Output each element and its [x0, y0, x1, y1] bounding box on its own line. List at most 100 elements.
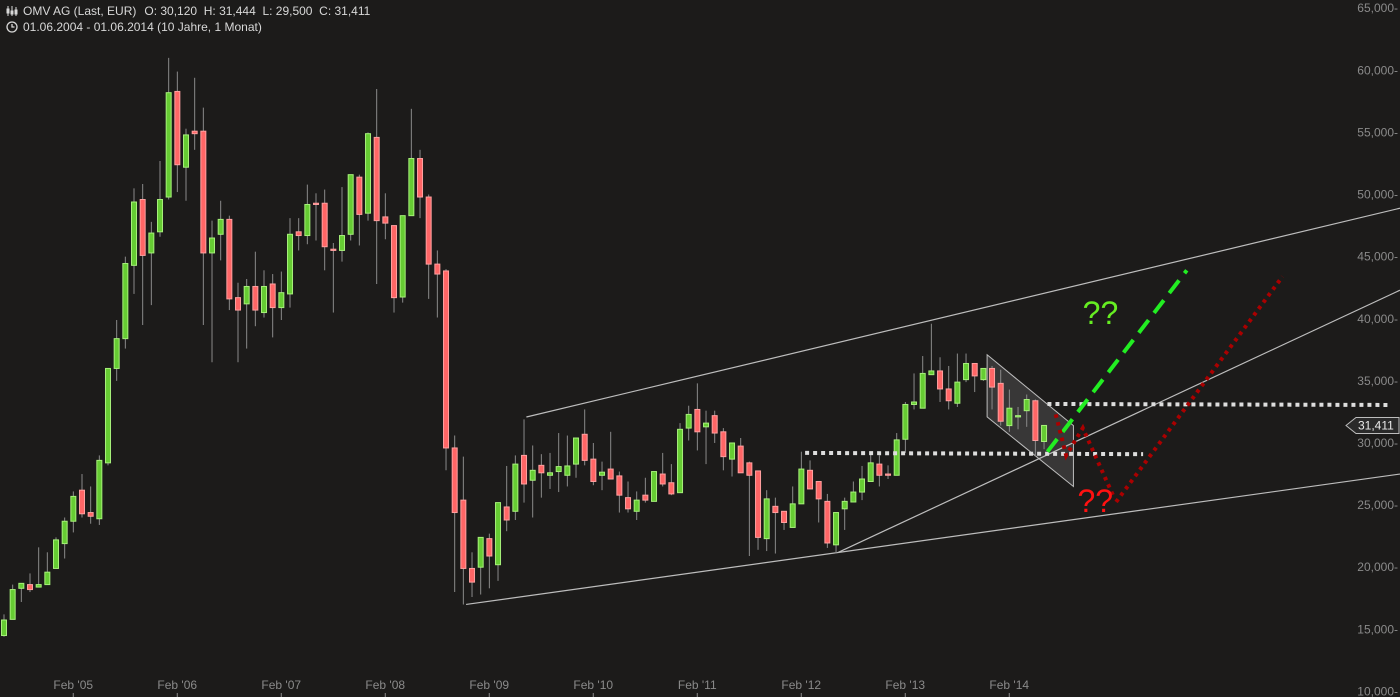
candle [763, 490, 770, 552]
candle [477, 536, 484, 595]
candle-body-down [538, 464, 545, 474]
candle-body-up [157, 199, 164, 233]
candle-body-up [763, 498, 770, 540]
candle-body-down [330, 248, 337, 251]
candle [711, 410, 718, 443]
candle [18, 582, 25, 602]
candle [997, 369, 1004, 426]
candle [417, 149, 424, 219]
candle-body-down [807, 469, 814, 490]
candle [815, 480, 822, 523]
candle-body-down [382, 216, 389, 224]
candle [27, 573, 34, 593]
candle-body-up [477, 536, 484, 568]
candle-body-up [243, 285, 250, 305]
y-tick-label: 55,000- [1357, 125, 1398, 139]
candle [564, 435, 571, 487]
candle [35, 547, 42, 588]
candle-body-up [1041, 424, 1048, 442]
candle-body-down [659, 473, 666, 485]
candle [963, 353, 970, 383]
recovery-scenario-line [1114, 275, 1285, 504]
channel-box [986, 353, 1074, 488]
candle-body-down [87, 512, 94, 517]
drawings-layer [465, 207, 1400, 606]
candle-body-up [44, 571, 51, 586]
candle [451, 435, 458, 593]
candle-body-down [937, 370, 944, 390]
candle [659, 452, 666, 487]
candle-body-up [1023, 399, 1030, 412]
candle [9, 584, 16, 620]
candle-body-up [18, 582, 25, 589]
candle-body-up [53, 539, 60, 569]
y-tick-label: 25,000- [1357, 498, 1398, 512]
candle-body-up [911, 401, 918, 405]
candle [53, 537, 60, 569]
candle [1015, 406, 1022, 430]
candle [911, 373, 918, 410]
candle-body-down [252, 285, 259, 311]
candle-body-up [685, 413, 692, 429]
candle [105, 367, 112, 466]
support-dotted-line [805, 450, 1144, 457]
candle-body-down [625, 497, 632, 510]
candle [321, 189, 328, 271]
candle-body-up [165, 92, 172, 198]
resistance-dotted-line [1047, 401, 1388, 407]
candle-body-down [434, 263, 441, 275]
candle [1006, 389, 1013, 432]
candle [781, 510, 788, 530]
candle [746, 461, 753, 557]
candle [87, 486, 94, 524]
candle [347, 174, 354, 241]
candle-body-down [971, 362, 978, 377]
candle-body-up [209, 237, 216, 254]
candle-body-down [226, 218, 233, 300]
candle [599, 461, 606, 491]
y-tick-label: 15,000- [1357, 622, 1398, 636]
candle-body-down [781, 510, 788, 523]
candle [425, 194, 432, 299]
candle-body-up [980, 367, 987, 381]
candle [148, 221, 155, 306]
candle [841, 497, 848, 530]
candle [503, 465, 510, 532]
x-tick-label: Feb '12 [781, 678, 821, 692]
candle-body-down [443, 270, 450, 449]
candle [824, 493, 831, 548]
candle-body-up [564, 465, 571, 476]
candle [607, 431, 614, 480]
candle-body-up [928, 370, 935, 376]
candle-body-down [755, 470, 762, 538]
candle-body-up [919, 372, 926, 409]
candle [226, 215, 233, 311]
bear-question-marks: ?? [1077, 483, 1113, 519]
candle-body-up [1015, 415, 1022, 418]
candle-body-down [200, 130, 207, 254]
candle-body-down [139, 199, 146, 256]
candle-body-down [451, 447, 458, 514]
candle [382, 193, 389, 240]
candle-body-down [503, 506, 510, 521]
candle-body-down [581, 433, 588, 461]
candle-body-up [105, 367, 112, 464]
candle-body-up [529, 469, 536, 481]
candle-body-up [703, 422, 710, 428]
candle [737, 438, 744, 474]
candle [555, 433, 562, 493]
bull-scenario-line [1045, 269, 1189, 453]
candle [261, 270, 268, 318]
candle [720, 428, 727, 471]
candle-body-up [122, 262, 129, 340]
candle [850, 481, 857, 503]
candle-body-up [61, 520, 68, 545]
candle [209, 220, 216, 363]
candle [113, 320, 120, 381]
candle-body-down [460, 499, 467, 569]
y-axis: 65,000- 60,000- 55,000- 50,000- 45,000- 40,00… [1357, 1, 1398, 697]
instrument-title: OMV AG (Last, EUR) [23, 4, 137, 18]
candle-body-up [893, 439, 900, 476]
candle [859, 465, 866, 501]
